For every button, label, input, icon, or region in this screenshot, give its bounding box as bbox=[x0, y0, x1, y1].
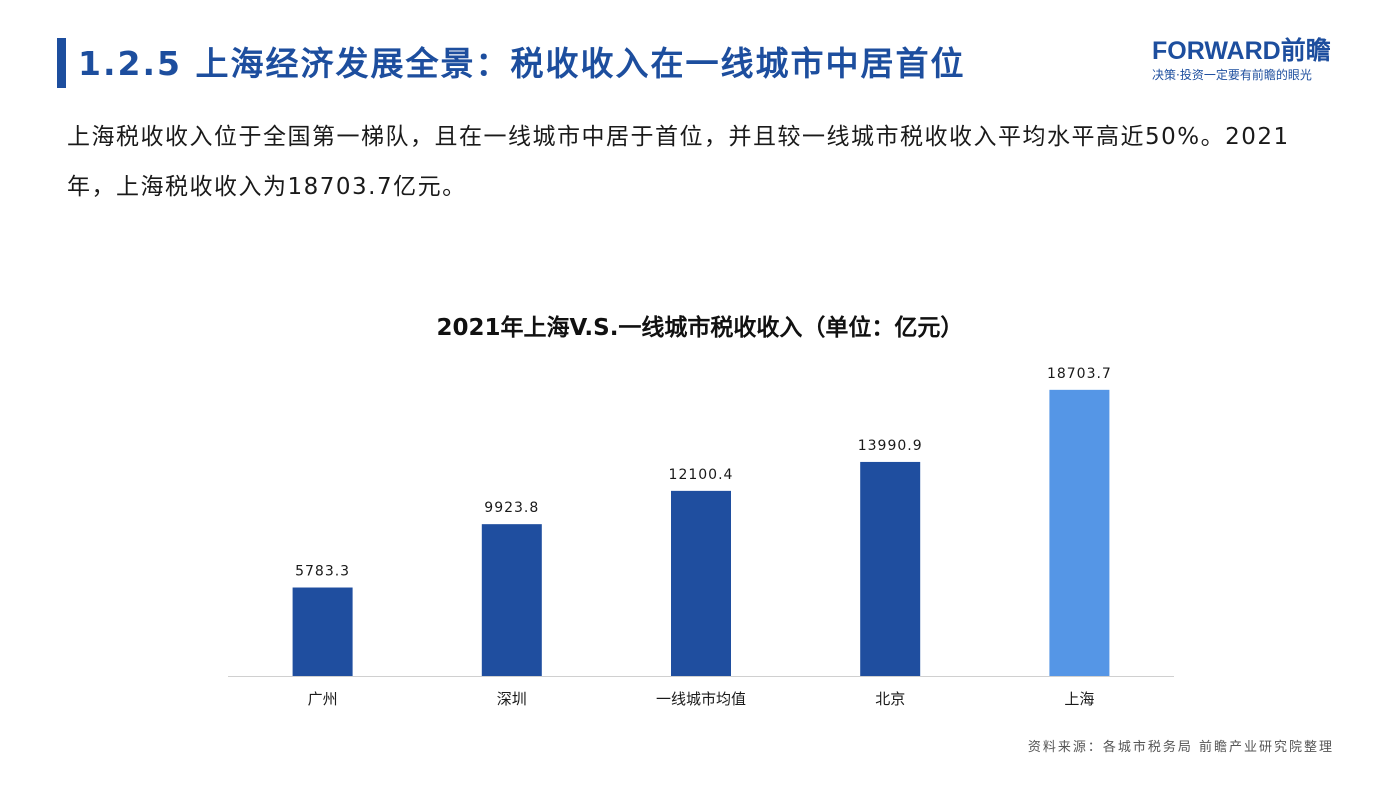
data-label: 13990.9 bbox=[858, 438, 923, 454]
bar bbox=[1049, 389, 1110, 676]
bar bbox=[671, 490, 731, 676]
bar bbox=[292, 587, 353, 676]
logo-tagline: 决策·投资一定要有前瞻的眼光 bbox=[1152, 68, 1312, 82]
x-tick-label: 广州 bbox=[308, 690, 338, 708]
x-tick-label: 一线城市均值 bbox=[656, 690, 746, 708]
data-label: 5783.3 bbox=[295, 564, 350, 580]
source-note: 资料来源：各城市税务局 前瞻产业研究院整理 bbox=[1027, 740, 1334, 755]
data-label: 9923.8 bbox=[484, 500, 539, 516]
x-tick-label: 上海 bbox=[1064, 690, 1094, 708]
bar bbox=[481, 524, 542, 676]
data-label: 12100.4 bbox=[669, 467, 734, 483]
x-tick-label: 北京 bbox=[875, 690, 905, 708]
logo-wordmark: FORWARD前瞻 bbox=[1152, 37, 1331, 65]
bar bbox=[860, 461, 921, 676]
header-accent-bar bbox=[57, 38, 66, 88]
page-title: 1.2.5 上海经济发展全景：税收收入在一线城市中居首位 bbox=[78, 44, 966, 83]
brand-logo: FORWARD前瞻 决策·投资一定要有前瞻的眼光 bbox=[1152, 36, 1348, 83]
data-label: 18703.7 bbox=[1047, 366, 1112, 382]
chart-title: 2021年上海V.S.一线城市税收收入（单位：亿元） bbox=[436, 315, 964, 341]
x-tick-label: 深圳 bbox=[497, 690, 527, 708]
intro-paragraph: 上海税收收入位于全国第一梯队，且在一线城市中居于首位，并且较一线城市税收收入平均… bbox=[67, 124, 1290, 200]
